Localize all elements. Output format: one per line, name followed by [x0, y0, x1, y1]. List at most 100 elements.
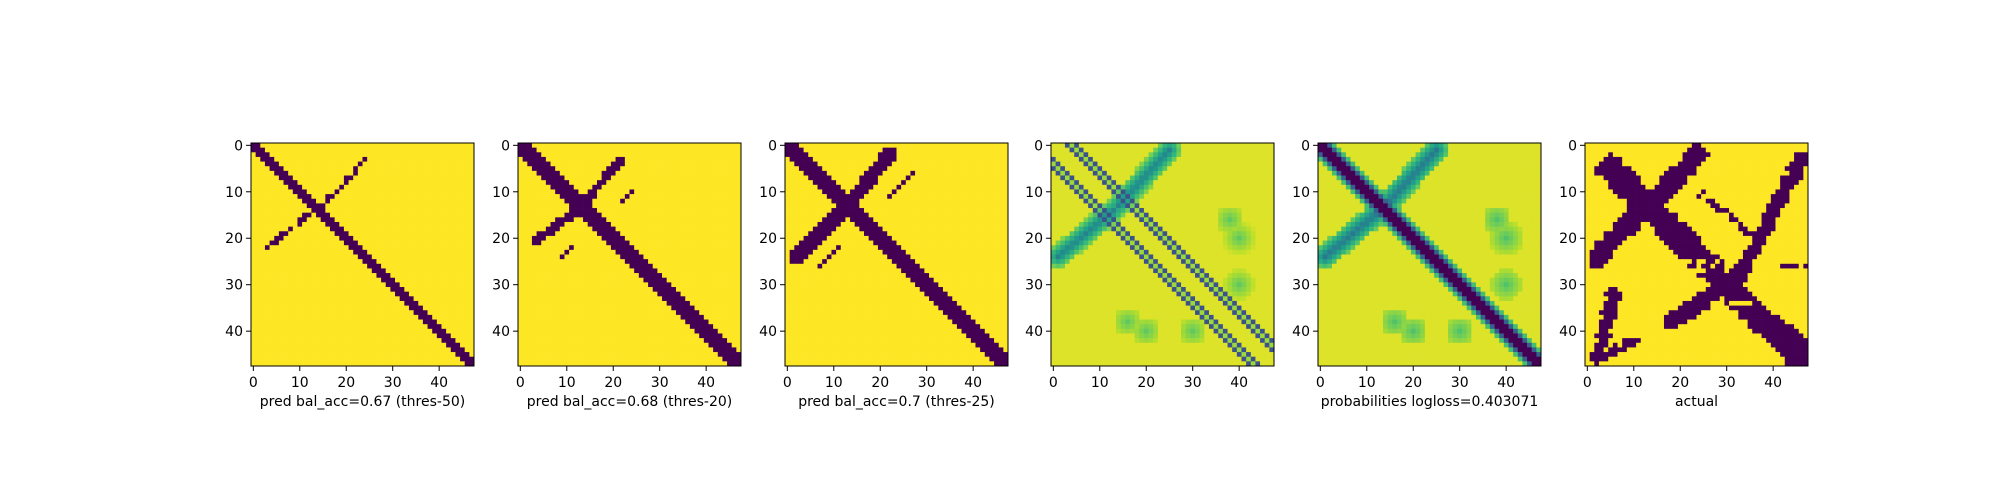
heatmap-cell [469, 175, 475, 181]
heatmap-cell [460, 287, 466, 293]
heatmap-cell [316, 143, 322, 148]
heatmap-cell [450, 291, 456, 297]
heatmap-cell [334, 175, 340, 181]
heatmap-cell [518, 180, 523, 186]
heatmap-cell [381, 296, 387, 302]
heatmap-cell [541, 208, 547, 214]
heatmap-cell [545, 268, 551, 274]
heatmap-cell [578, 240, 584, 246]
heatmap-cell [703, 198, 709, 204]
heatmap-cell [689, 356, 695, 362]
heatmap-cell [610, 235, 616, 241]
heatmap-cell [722, 212, 728, 218]
heatmap-cell [606, 212, 612, 218]
heatmap-cell [446, 263, 452, 269]
heatmap-cell [264, 152, 270, 158]
heatmap-cell [731, 203, 737, 209]
heatmap-cell [689, 212, 695, 218]
heatmap-cell [578, 300, 584, 306]
heatmap-cell [395, 263, 401, 269]
heatmap-cell [615, 161, 621, 167]
heatmap-cell [269, 347, 275, 353]
heatmap-cell [432, 231, 438, 237]
heatmap-cell [624, 254, 630, 260]
heatmap-cell [620, 310, 626, 316]
heatmap-cell [606, 245, 612, 251]
heatmap-cell [348, 161, 354, 167]
heatmap-cell [450, 175, 456, 181]
heatmap-cell [578, 254, 584, 260]
heatmap-cell [264, 249, 270, 255]
heatmap-cell [606, 152, 612, 158]
heatmap-cell [727, 184, 733, 190]
heatmap-cell [278, 259, 284, 265]
heatmap-cell [334, 324, 340, 330]
heatmap-cell [587, 296, 593, 302]
heatmap-cell [555, 342, 561, 348]
heatmap-cell [620, 263, 626, 269]
heatmap-cell [703, 217, 709, 223]
heatmap-cell [942, 166, 948, 172]
heatmap-cell [555, 143, 561, 148]
heatmap-cell [311, 319, 317, 325]
heatmap-cell [464, 184, 470, 190]
heatmap-cell [464, 338, 470, 344]
heatmap-cell [404, 175, 410, 181]
heatmap-cell [320, 175, 326, 181]
heatmap-cell [703, 170, 709, 176]
heatmap-cell [666, 328, 672, 334]
heatmap-cell [292, 170, 298, 176]
heatmap-cell [596, 166, 602, 172]
heatmap-cell [652, 245, 658, 251]
heatmap-cell [329, 300, 335, 306]
heatmap-cell [541, 263, 547, 269]
heatmap-cell [390, 249, 396, 255]
heatmap-cell [559, 273, 565, 279]
heatmap-cell [559, 277, 565, 283]
heatmap-cell [302, 156, 308, 162]
heatmap-cell [408, 254, 414, 260]
heatmap-cell [713, 282, 719, 288]
heatmap-cell [455, 152, 461, 158]
heatmap-cell [408, 268, 414, 274]
heatmap-cell [306, 277, 312, 283]
heatmap-cell [302, 221, 308, 227]
heatmap-cell [518, 189, 523, 195]
heatmap-cell [316, 161, 322, 167]
heatmap-cell [545, 240, 551, 246]
heatmap-cell [545, 156, 551, 162]
heatmap-cell [427, 212, 433, 218]
heatmap-cell [264, 175, 270, 181]
heatmap-cell [578, 287, 584, 293]
axes-frame [517, 142, 742, 367]
heatmap-cell [357, 338, 363, 344]
heatmap-cell [587, 338, 593, 344]
heatmap-cell [624, 259, 630, 265]
heatmap-cell [662, 226, 668, 232]
heatmap-cell [573, 184, 579, 190]
heatmap-cell [432, 300, 438, 306]
heatmap-cell [320, 249, 326, 255]
heatmap-cell [648, 310, 654, 316]
heatmap-cell [260, 175, 266, 181]
heatmap-cell [413, 180, 419, 186]
heatmap-cell [596, 170, 602, 176]
heatmap-cell [311, 310, 317, 316]
heatmap-cell [901, 147, 907, 153]
heatmap-cell [680, 194, 686, 200]
heatmap-cell [274, 166, 280, 172]
heatmap-cell [662, 282, 668, 288]
heatmap-cell [573, 310, 579, 316]
heatmap-cell [371, 277, 377, 283]
heatmap-cell [460, 305, 466, 311]
heatmap-cell [863, 170, 869, 176]
heatmap-cell [408, 277, 414, 283]
heatmap-cell [376, 310, 382, 316]
heatmap-cell [288, 245, 294, 251]
heatmap-cell [559, 198, 565, 204]
heatmap-cell [302, 208, 308, 214]
heatmap-cell [685, 254, 691, 260]
heatmap-cell [302, 254, 308, 260]
heatmap-cell [564, 310, 570, 316]
heatmap-cell [302, 300, 308, 306]
